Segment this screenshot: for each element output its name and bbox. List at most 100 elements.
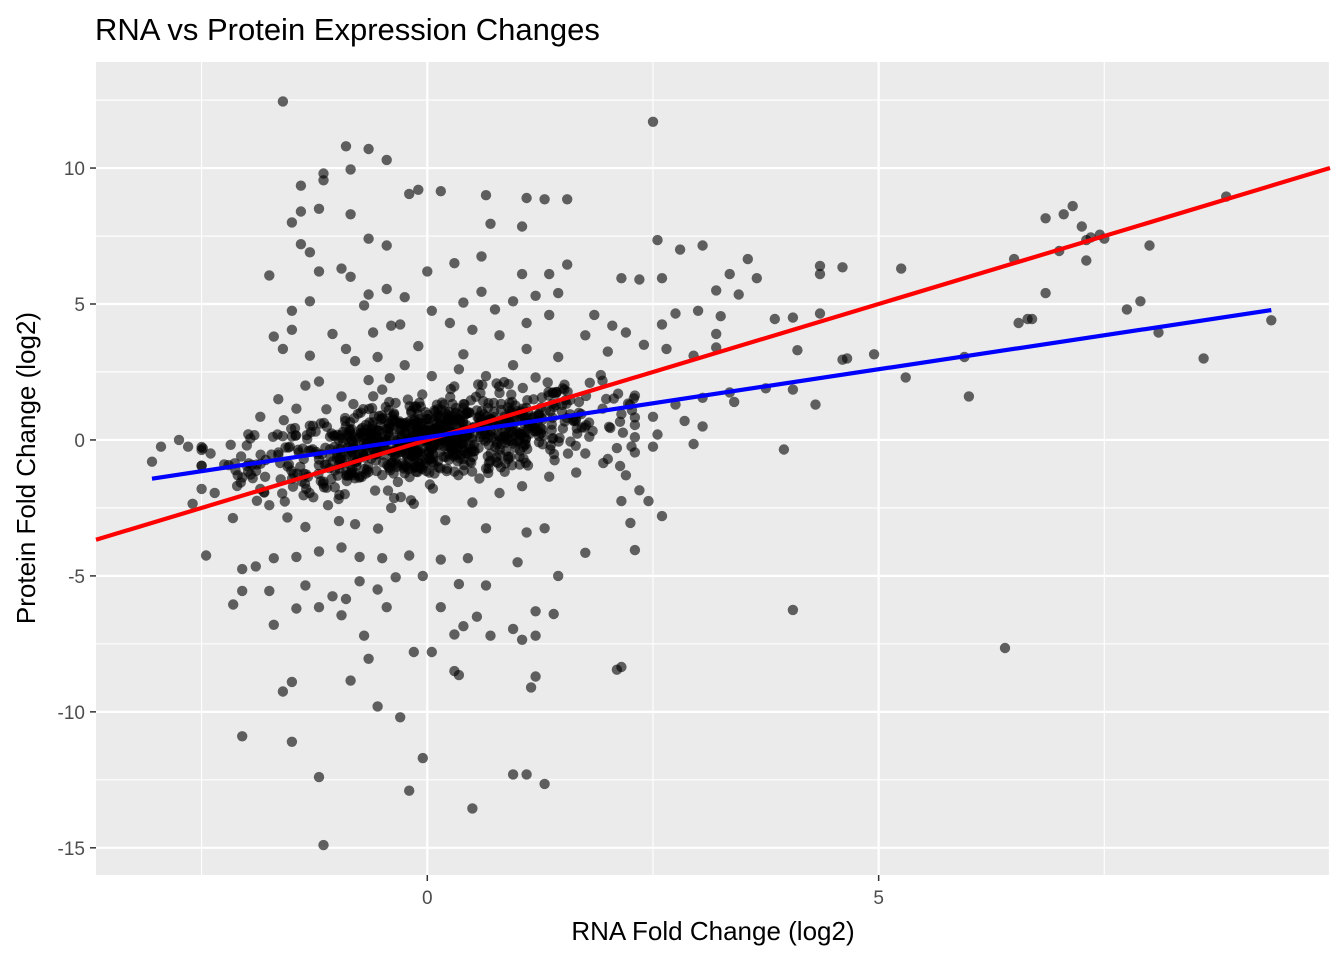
- data-point: [587, 425, 598, 437]
- data-point: [629, 390, 641, 401]
- data-point: [542, 377, 553, 388]
- data-point: [459, 399, 470, 410]
- data-point: [264, 585, 275, 597]
- data-point: [450, 448, 461, 459]
- data-point: [405, 495, 417, 506]
- data-point: [377, 384, 388, 395]
- data-point: [814, 260, 826, 272]
- data-point: [480, 190, 492, 201]
- data-point: [837, 262, 848, 273]
- data-point: [589, 309, 600, 321]
- data-point: [1135, 296, 1146, 307]
- data-point: [480, 370, 492, 382]
- data-point: [225, 439, 236, 450]
- data-point: [182, 441, 194, 452]
- data-point: [286, 676, 298, 688]
- data-point: [304, 296, 316, 307]
- data-point: [557, 423, 569, 434]
- data-point: [742, 253, 753, 265]
- data-point: [521, 192, 532, 204]
- data-point: [381, 154, 392, 166]
- data-point: [521, 343, 532, 355]
- data-point: [570, 415, 581, 427]
- data-point: [724, 268, 735, 280]
- data-point: [345, 209, 356, 220]
- data-point: [521, 527, 532, 538]
- data-point: [679, 415, 690, 427]
- data-point: [580, 547, 591, 558]
- data-point: [277, 343, 289, 355]
- data-point: [404, 188, 415, 200]
- data-point: [426, 305, 437, 316]
- data-point: [543, 390, 554, 401]
- data-point: [480, 580, 492, 591]
- data-point: [438, 451, 449, 462]
- data-point: [313, 203, 325, 214]
- data-point: [616, 273, 627, 284]
- data-point: [629, 544, 641, 556]
- data-point: [647, 441, 659, 452]
- data-point: [572, 428, 583, 439]
- data-point: [392, 476, 404, 488]
- data-point: [1198, 353, 1209, 364]
- data-point: [291, 603, 302, 614]
- data-point: [516, 634, 528, 645]
- data-point: [553, 436, 564, 447]
- data-point: [372, 351, 383, 363]
- data-point: [553, 351, 564, 363]
- data-point: [485, 218, 496, 229]
- data-point: [315, 418, 326, 429]
- data-point: [896, 263, 907, 274]
- data-point: [300, 580, 311, 591]
- data-point: [417, 389, 428, 400]
- data-point: [268, 553, 279, 564]
- data-point: [395, 319, 406, 330]
- data-point: [466, 466, 478, 477]
- data-point: [647, 411, 659, 422]
- data-point: [282, 512, 293, 523]
- data-point: [423, 446, 435, 457]
- data-point: [539, 523, 550, 534]
- data-point: [652, 234, 663, 246]
- data-point: [571, 467, 582, 478]
- data-point: [340, 141, 352, 152]
- data-point: [1040, 213, 1051, 224]
- data-point: [715, 311, 726, 322]
- data-point: [483, 398, 494, 409]
- data-point: [317, 478, 329, 489]
- data-point: [837, 354, 848, 365]
- data-point: [277, 96, 289, 107]
- data-point: [477, 379, 488, 390]
- data-point: [228, 599, 239, 610]
- data-point: [386, 502, 397, 514]
- data-point: [205, 448, 216, 459]
- data-point: [507, 623, 519, 635]
- data-point: [462, 553, 474, 564]
- data-point: [711, 328, 722, 340]
- data-point: [348, 398, 359, 410]
- data-point: [243, 429, 254, 440]
- y-tick-label: -15: [58, 839, 85, 860]
- data-point: [553, 570, 564, 582]
- data-point: [372, 584, 383, 595]
- data-point: [535, 423, 546, 434]
- data-point: [273, 394, 284, 405]
- data-point: [544, 309, 555, 321]
- data-point: [304, 247, 316, 258]
- data-point: [332, 429, 343, 440]
- data-point: [313, 376, 325, 387]
- data-point: [297, 443, 308, 454]
- data-point: [616, 661, 627, 673]
- data-point: [414, 397, 425, 408]
- data-point: [688, 438, 699, 450]
- y-tick-label: 5: [74, 295, 85, 316]
- data-point: [426, 646, 437, 658]
- data-point: [237, 472, 248, 483]
- data-point: [255, 411, 266, 422]
- data-point: [629, 432, 641, 443]
- data-point: [540, 405, 551, 416]
- data-point: [355, 424, 366, 435]
- data-point: [313, 771, 325, 783]
- data-point: [363, 374, 374, 386]
- data-point: [382, 485, 394, 496]
